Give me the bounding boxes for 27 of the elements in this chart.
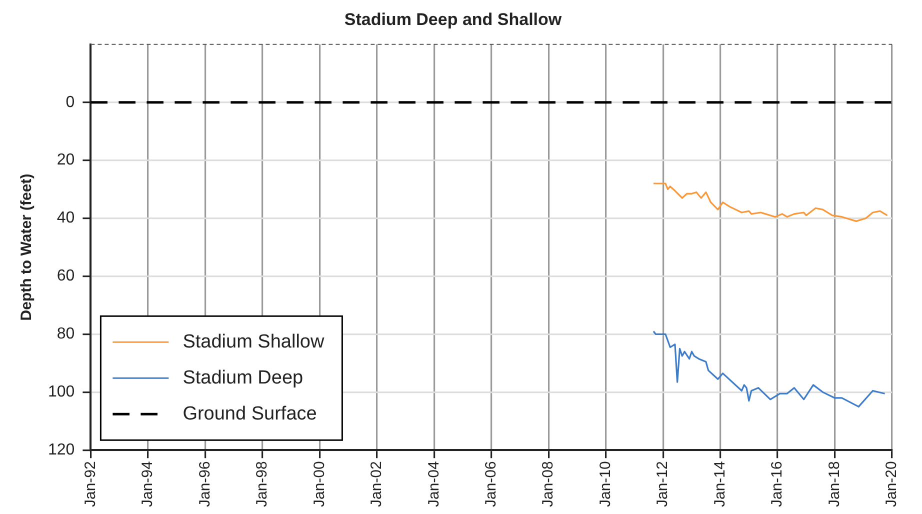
- y-tick-label: 40: [56, 210, 75, 227]
- legend-label: Ground Surface: [182, 403, 317, 424]
- x-tick-label: Jan-14: [711, 461, 728, 508]
- x-tick-label: Jan-12: [654, 461, 672, 508]
- x-tick-label: Jan-18: [826, 461, 843, 508]
- legend-label: Stadium Shallow: [182, 331, 324, 352]
- x-tick-label: Jan-94: [139, 461, 156, 508]
- y-tick-label: 80: [56, 326, 75, 343]
- legend-label: Stadium Deep: [182, 367, 304, 388]
- x-tick-label: Jan-98: [254, 461, 271, 508]
- x-tick-label: Jan-92: [82, 461, 99, 508]
- x-tick-label: Jan-04: [425, 461, 442, 508]
- x-tick-label: Jan-00: [310, 461, 328, 508]
- x-tick-label: Jan-16: [768, 461, 786, 508]
- y-tick-label: 100: [48, 384, 75, 401]
- x-tick-label: Jan-20: [883, 461, 900, 508]
- y-tick-label: 0: [66, 94, 75, 111]
- x-tick-label: Jan-08: [540, 461, 557, 508]
- y-tick-label: 20: [56, 152, 75, 169]
- y-axis-title: Depth to Water (feet): [18, 174, 36, 321]
- x-tick-label: Jan-02: [368, 461, 386, 508]
- y-tick-label: 60: [56, 268, 75, 285]
- x-tick-label: Jan-96: [196, 461, 214, 508]
- y-tick-label: 120: [48, 442, 75, 459]
- chart-title: Stadium Deep and Shallow: [344, 10, 562, 29]
- x-tick-label: Jan-06: [482, 461, 500, 508]
- x-tick-label: Jan-10: [597, 461, 614, 508]
